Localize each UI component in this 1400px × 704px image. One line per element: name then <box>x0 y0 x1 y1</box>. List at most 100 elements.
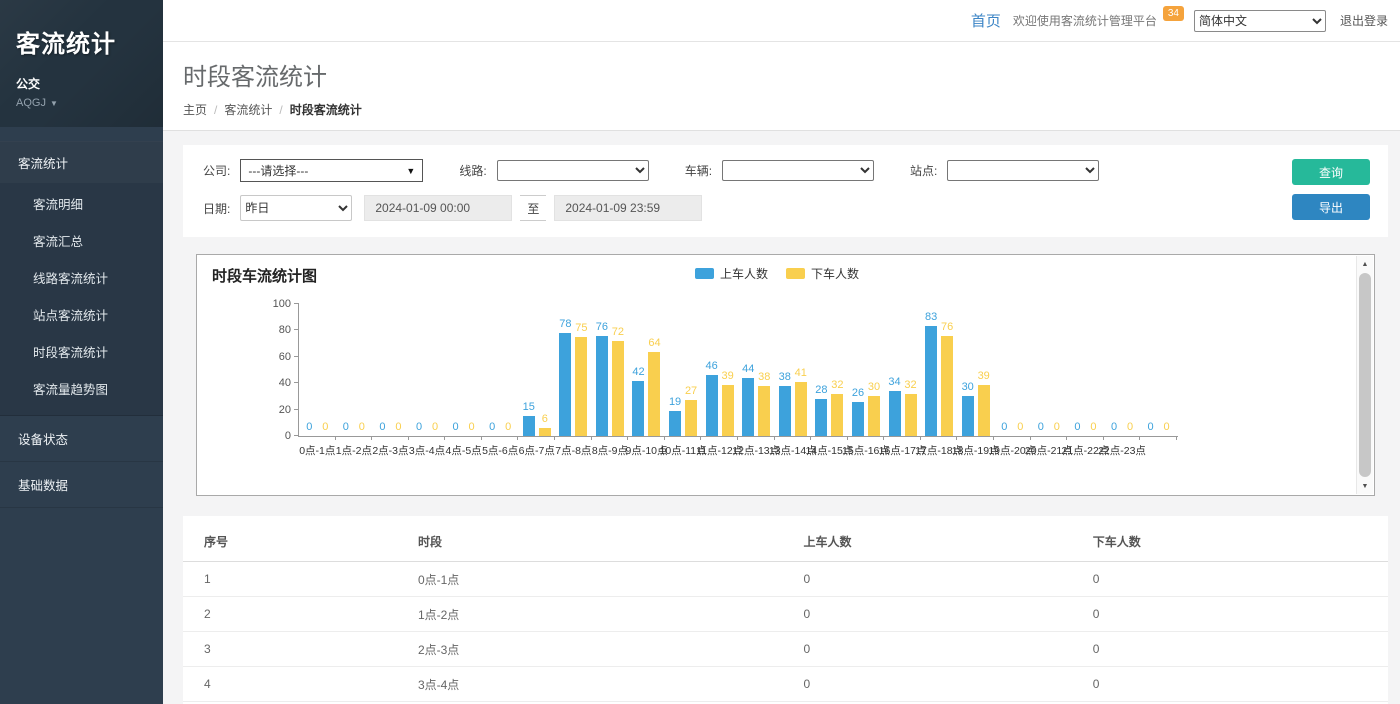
table-cell: 4 <box>183 666 412 702</box>
sidebar-item-passenger-summary[interactable]: 客流汇总 <box>33 235 84 249</box>
bar-boarding[interactable] <box>705 375 718 436</box>
vehicle-select[interactable] <box>722 160 875 181</box>
x-axis-tick <box>810 436 812 440</box>
bar-alighting[interactable] <box>538 428 551 436</box>
bar-value-label: 0 <box>1110 421 1118 433</box>
bar-boarding[interactable] <box>669 410 682 436</box>
bar-boarding[interactable] <box>888 391 901 436</box>
bar-alighting[interactable] <box>611 340 624 436</box>
sidebar-item-station-passenger-stats[interactable]: 站点客流统计 <box>33 309 109 323</box>
y-axis-tick <box>294 303 299 304</box>
legend-label: 上车人数 <box>719 267 768 281</box>
bar-value-label: 0 <box>1001 421 1008 433</box>
bar-value-label: 0 <box>1090 421 1097 433</box>
breadcrumb-separator: / <box>279 102 283 117</box>
app-logo: 客流统计 <box>16 31 116 58</box>
chart-category: 44 38 12点-13点 <box>732 304 780 457</box>
bar-alighting[interactable] <box>721 384 734 436</box>
table-header-row: 序号 时段 上车人数 下车人数 <box>183 522 1388 562</box>
user-dropdown[interactable]: AQGJ ▼ <box>16 97 147 109</box>
scrollbar-thumb[interactable] <box>1359 273 1371 477</box>
chart-scrollbar[interactable]: ▲ ▼ <box>1356 256 1373 494</box>
bar-alighting[interactable] <box>794 381 807 436</box>
bar-alighting[interactable] <box>648 351 661 436</box>
x-axis-label: 2点-3点 <box>372 445 409 457</box>
sidebar-item-passenger-detail[interactable]: 客流明细 <box>33 198 84 212</box>
x-axis-label: 14点-15点 <box>805 445 854 457</box>
language-select[interactable]: 简体中文 <box>1193 9 1326 32</box>
legend-item-boarding[interactable]: 上车人数 <box>694 265 768 282</box>
bar-boarding[interactable] <box>778 385 791 436</box>
bar-boarding[interactable] <box>522 416 535 436</box>
chart-category: 0 0 19点-20点 <box>988 304 1036 457</box>
bar-alighting[interactable] <box>904 393 917 436</box>
table-body: 10点-1点0021点-2点0032点-3点0043点-4点0054点-5点00… <box>183 561 1388 704</box>
bar-value-label: 0 <box>505 421 512 433</box>
query-button[interactable]: 查询 <box>1292 159 1370 185</box>
bar-alighting[interactable] <box>685 400 698 436</box>
company-label: 公司: <box>203 164 231 178</box>
table-row: 2 1点-2点 0 0 <box>183 596 1388 632</box>
x-axis-tick <box>992 436 994 440</box>
sidebar-item-line-passenger-stats[interactable]: 线路客流统计 <box>33 272 109 286</box>
date-from-input[interactable]: 2024-01-09 00:00 <box>364 195 513 221</box>
date-to-input[interactable]: 2024-01-09 23:59 <box>554 195 703 221</box>
bar-alighting[interactable] <box>941 335 954 436</box>
home-link[interactable]: 首页 <box>970 13 1001 30</box>
table-row: 3 2点-3点 0 0 <box>183 631 1388 667</box>
sidebar-item-base-data[interactable]: 基础数据 <box>0 462 163 508</box>
logout-link[interactable]: 退出登录 <box>1339 14 1388 28</box>
table-header-cell: 序号 <box>183 522 412 562</box>
bar-alighting[interactable] <box>575 337 588 436</box>
date-to-separator: 至 <box>520 195 547 221</box>
table-cell: 1 <box>183 561 412 597</box>
breadcrumb-item[interactable]: 客流统计 <box>224 103 273 117</box>
x-axis-label: 3点-4点 <box>408 445 446 457</box>
bar-boarding[interactable] <box>595 335 608 436</box>
bar-alighting[interactable] <box>977 384 990 436</box>
y-axis-tick <box>294 355 299 357</box>
bar-value-label: 32 <box>831 378 844 391</box>
x-axis-tick <box>444 436 446 440</box>
table-cell: 2点-3点 <box>411 631 798 667</box>
bar-boarding[interactable] <box>851 401 864 436</box>
scroll-down-icon[interactable]: ▼ <box>1361 482 1369 490</box>
bar-value-label: 0 <box>1147 421 1154 433</box>
bar-boarding[interactable] <box>815 399 828 436</box>
bar-alighting[interactable] <box>831 393 844 436</box>
export-button[interactable]: 导出 <box>1292 194 1370 220</box>
x-axis-tick <box>1102 436 1104 440</box>
station-select[interactable] <box>947 160 1100 181</box>
bar-alighting[interactable] <box>867 396 880 436</box>
date-preset-select[interactable]: 昨日 <box>240 195 353 221</box>
legend-label: 下车人数 <box>811 267 860 281</box>
sidebar-item-passenger-trend-chart[interactable]: 客流量趋势图 <box>33 383 109 397</box>
welcome-text: 欢迎使用客流统计管理平台 <box>1012 14 1157 28</box>
x-axis-tick <box>371 436 373 440</box>
bar-boarding[interactable] <box>961 396 974 436</box>
sidebar-item-device-status[interactable]: 设备状态 <box>0 416 163 462</box>
bar-value-label: 75 <box>575 322 588 334</box>
line-select[interactable] <box>496 160 649 181</box>
bar-value-label: 44 <box>742 362 755 375</box>
table-cell: 0 <box>1086 596 1388 632</box>
table-cell: 0 <box>797 701 1087 704</box>
company-select[interactable]: ---请选择--- ▼ <box>240 159 424 182</box>
bar-boarding[interactable] <box>632 380 645 436</box>
x-axis-label: 11点-12点 <box>696 445 744 457</box>
sidebar-item-passenger-stats[interactable]: 客流统计 <box>0 142 163 183</box>
scroll-up-icon[interactable]: ▲ <box>1361 260 1369 268</box>
sidebar-item-hourly-passenger-stats[interactable]: 时段客流统计 <box>33 346 109 360</box>
chart-category: 42 64 9点-10点 <box>625 304 667 457</box>
legend-item-alighting[interactable]: 下车人数 <box>786 265 859 282</box>
bar-value-label: 46 <box>705 360 718 373</box>
bar-boarding[interactable] <box>559 333 572 436</box>
bar-boarding[interactable] <box>925 326 938 436</box>
chart-category: 0 0 2点-3点 <box>372 304 409 457</box>
bar-alighting[interactable] <box>758 385 771 436</box>
notification-badge[interactable]: 34 <box>1162 6 1184 21</box>
chevron-down-icon: ▼ <box>406 165 416 176</box>
x-axis-tick <box>1139 436 1141 440</box>
bar-boarding[interactable] <box>742 377 755 436</box>
breadcrumb-item[interactable]: 主页 <box>183 103 208 117</box>
